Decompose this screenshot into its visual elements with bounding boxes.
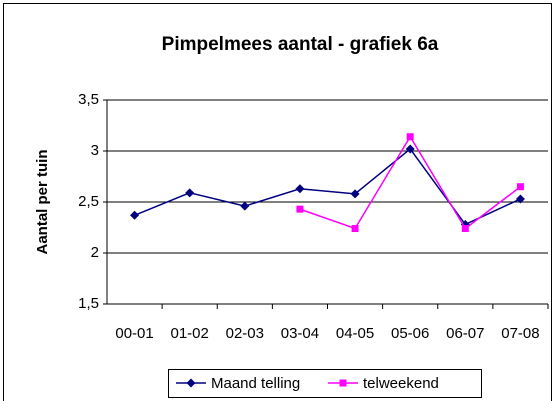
x-tick-label: 04-05 xyxy=(336,325,374,342)
legend-label: Maand telling xyxy=(211,375,300,392)
x-tick-label: 06-07 xyxy=(446,325,484,342)
x-tick-label: 00-01 xyxy=(115,325,153,342)
y-tick-label: 3 xyxy=(91,142,99,159)
point xyxy=(515,194,525,204)
point xyxy=(461,225,469,233)
legend-label: telweekend xyxy=(363,375,439,392)
x-tick-label: 01-02 xyxy=(171,325,209,342)
x-tick-label: 05-06 xyxy=(391,325,429,342)
point xyxy=(240,201,250,211)
x-tick-label: 02-03 xyxy=(226,325,264,342)
x-tick-label: 03-04 xyxy=(281,325,319,342)
point xyxy=(350,189,360,199)
point xyxy=(406,133,414,141)
point xyxy=(296,205,304,213)
y-tick-label: 3,5 xyxy=(78,91,99,108)
y-tick-label: 1,5 xyxy=(78,295,99,312)
y-axis-label: Aantal per tuin xyxy=(34,149,51,254)
point xyxy=(295,184,305,194)
point xyxy=(130,210,140,220)
point xyxy=(516,183,524,191)
y-tick-label: 2,5 xyxy=(78,193,99,210)
legend-box xyxy=(168,369,482,398)
x-tick-label: 07-08 xyxy=(501,325,539,342)
point xyxy=(405,144,415,154)
legend-marker xyxy=(186,378,196,388)
point xyxy=(185,188,195,198)
chart-title: Pimpelmees aantal - grafiek 6a xyxy=(162,34,439,55)
point xyxy=(351,225,359,233)
y-tick-label: 2 xyxy=(91,244,99,261)
legend-marker xyxy=(339,379,347,387)
